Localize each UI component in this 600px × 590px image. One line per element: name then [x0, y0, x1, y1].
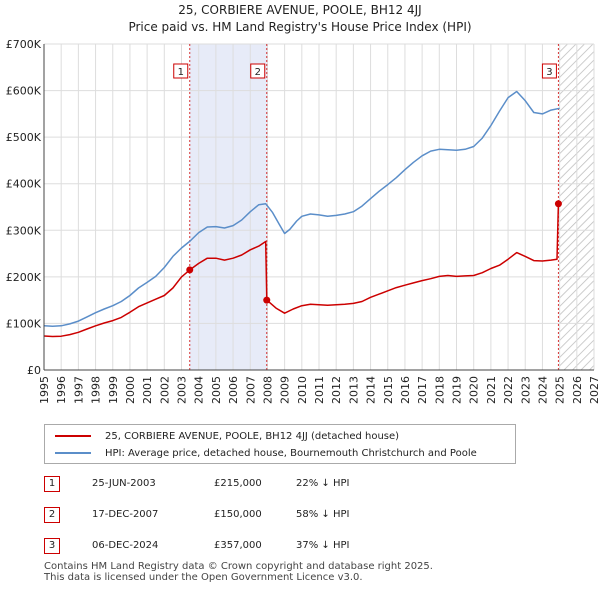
x-tick-label: 2008 [261, 376, 274, 404]
x-tick-label: 2021 [485, 376, 498, 404]
y-tick-label: £100K [6, 317, 42, 330]
table-row: 3 06-DEC-2024 £357,000 37% ↓ HPI [44, 536, 544, 556]
shaded-period [189, 44, 267, 370]
table-row: 2 17-DEC-2007 £150,000 58% ↓ HPI [44, 505, 544, 525]
marker-2-point [263, 296, 271, 304]
footer-licence: This data is licensed under the Open Gov… [44, 572, 363, 583]
transaction-price: £357,000 [214, 540, 262, 551]
x-tick-label: 2007 [244, 376, 257, 404]
x-tick-label: 2014 [365, 376, 378, 404]
legend-label-property: 25, CORBIERE AVENUE, POOLE, BH12 4JJ (de… [105, 430, 400, 442]
y-tick-label: £500K [6, 131, 42, 144]
transaction-number-badge: 3 [44, 538, 60, 554]
price-chart: 1 2 3 £0 £100K £200K £300K £400K £500K £600K £700… [6, 38, 600, 404]
x-tick-label: 1996 [55, 376, 68, 404]
marker-1-point [186, 266, 194, 274]
marker-3-box [541, 63, 557, 79]
x-tick-label: 2022 [502, 376, 515, 404]
y-tick-label: £200K [6, 271, 42, 284]
x-tick-label: 2004 [193, 376, 206, 404]
x-tick-label: 1997 [72, 376, 85, 404]
x-tick-label: 2026 [571, 376, 584, 404]
x-tick-label: 2006 [227, 376, 240, 404]
x-tick-label: 2000 [124, 376, 137, 404]
chart-title: 25, CORBIERE AVENUE, POOLE, BH12 4JJ [178, 3, 422, 17]
x-tick-label: 1999 [107, 376, 120, 404]
legend-label-hpi: HPI: Average price, detached house, Bour… [105, 447, 477, 459]
x-tick-label: 2011 [313, 376, 326, 404]
x-tick-label: 2010 [296, 376, 309, 404]
x-tick-label: 1998 [90, 376, 103, 404]
x-tick-label: 2003 [176, 376, 189, 404]
transaction-date: 17-DEC-2007 [92, 509, 159, 520]
x-tick-label: 2025 [554, 376, 567, 404]
transaction-hpi-diff: 37% ↓ HPI [296, 540, 350, 551]
y-tick-label: £600K [6, 85, 42, 98]
series-line-property [43, 202, 561, 338]
transaction-hpi-diff: 58% ↓ HPI [296, 509, 350, 520]
transaction-date: 25-JUN-2003 [92, 478, 156, 489]
x-tick-label: 2016 [399, 376, 412, 404]
x-tick-label: 2018 [433, 376, 446, 404]
marker-1-box [173, 63, 189, 79]
legend-swatch-hpi [55, 452, 91, 454]
x-tick-label: 2009 [279, 376, 292, 404]
transaction-price: £150,000 [214, 509, 262, 520]
transaction-hpi-diff: 22% ↓ HPI [296, 478, 350, 489]
footer: Contains HM Land Registry data © Crown c… [44, 561, 433, 583]
series-line-hpi [43, 90, 560, 327]
x-tick-label: 2002 [158, 376, 171, 404]
legend: 25, CORBIERE AVENUE, POOLE, BH12 4JJ (de… [44, 424, 516, 464]
y-tick-label: £400K [6, 178, 42, 191]
chart-subtitle: Price paid vs. HM Land Registry's House … [128, 20, 472, 34]
x-tick-label: 2024 [536, 376, 549, 404]
marker-2-label: 2 [255, 67, 261, 78]
transaction-price: £215,000 [214, 478, 262, 489]
footer-copyright: Contains HM Land Registry data © Crown c… [44, 561, 433, 572]
y-tick-label: £700K [6, 38, 42, 51]
x-tick-label: 2012 [330, 376, 343, 404]
x-tick-label: 2027 [588, 376, 600, 404]
marker-3-point [554, 200, 562, 208]
x-tick-label: 2015 [382, 376, 395, 404]
transaction-number-badge: 1 [44, 476, 60, 492]
marker-1-label: 1 [178, 67, 184, 78]
y-tick-label: £0 [27, 364, 41, 377]
legend-item-property: 25, CORBIERE AVENUE, POOLE, BH12 4JJ (de… [45, 428, 399, 444]
y-tick-label: £300K [6, 224, 42, 237]
table-row: 1 25-JUN-2003 £215,000 22% ↓ HPI [44, 474, 544, 494]
x-tick-label: 2020 [468, 376, 481, 404]
transaction-number-badge: 2 [44, 507, 60, 523]
marker-3-label: 3 [546, 67, 552, 78]
transaction-date: 06-DEC-2024 [92, 540, 159, 551]
chart-title-block: 25, CORBIERE AVENUE, POOLE, BH12 4JJ Pri… [0, 2, 600, 36]
marker-2-box [250, 63, 266, 79]
x-tick-label: 2013 [347, 376, 360, 404]
x-tick-label: 2019 [451, 376, 464, 404]
x-tick-label: 1995 [38, 376, 51, 404]
x-tick-label: 2005 [210, 376, 223, 404]
legend-item-hpi: HPI: Average price, detached house, Bour… [45, 445, 477, 461]
x-tick-label: 2017 [416, 376, 429, 404]
legend-swatch-property [55, 435, 91, 437]
x-tick-label: 2023 [519, 376, 532, 404]
x-tick-label: 2001 [141, 376, 154, 404]
